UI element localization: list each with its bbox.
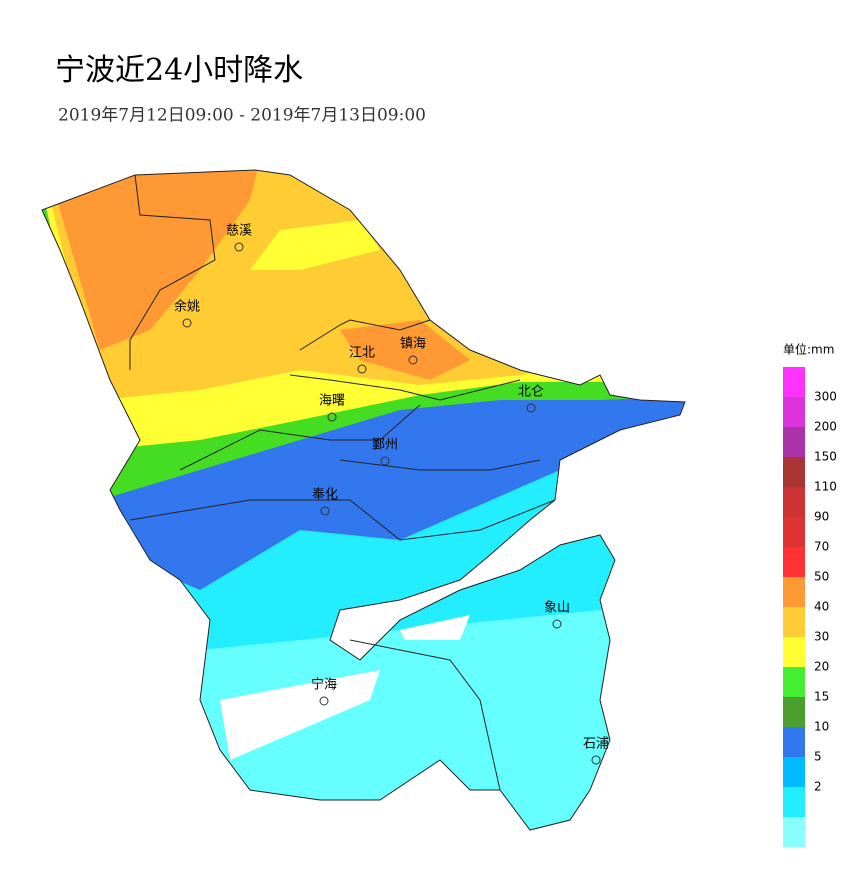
legend-swatch (783, 787, 805, 817)
legend-swatch (783, 637, 805, 667)
title: 宁波近24小时降水 (55, 53, 303, 88)
city-label: 奉化 (312, 488, 338, 503)
legend-swatch (783, 517, 805, 547)
legend-label: 200 (814, 420, 837, 434)
legend-swatch (783, 457, 805, 487)
city-marker (234, 242, 244, 252)
city-label: 鄞州 (372, 438, 398, 453)
city-marker (357, 364, 367, 374)
legend-label: 40 (814, 600, 829, 614)
legend-label: 90 (814, 510, 829, 524)
city-label: 象山 (544, 601, 570, 616)
city-label: 宁海 (311, 677, 337, 693)
legend-label: 150 (814, 450, 837, 464)
legend-label: 300 (814, 390, 837, 404)
city-label: 石浦 (583, 737, 609, 752)
legend-label: 70 (814, 540, 829, 554)
legend-swatch (783, 367, 805, 397)
city-label: 慈溪 (226, 224, 252, 239)
boundaries (41, 169, 686, 831)
legend-label: 15 (814, 690, 829, 704)
legend-swatch (783, 487, 805, 517)
legend-swatch (783, 727, 805, 757)
city-marker (526, 403, 536, 413)
city-label: 余姚 (174, 299, 200, 315)
city-marker (182, 318, 192, 328)
legend-swatch (783, 757, 805, 787)
city-label: 北仑 (518, 385, 544, 400)
legend-swatch (783, 817, 805, 847)
city-marker (380, 456, 390, 466)
legend-swatch (783, 607, 805, 637)
subtitle: 2019年7月12日09:00 - 2019年7月13日09:00 (58, 106, 426, 126)
city-marker (320, 506, 330, 516)
legend-label: 110 (814, 480, 837, 494)
legend-swatch (783, 427, 805, 457)
legend-label: 2 (814, 780, 822, 794)
legend-swatch (783, 397, 805, 427)
city-label: 江北 (349, 346, 375, 361)
city-marker (319, 696, 329, 706)
legend-swatch (783, 577, 805, 607)
rain-field (42, 170, 685, 830)
legend-label: 20 (814, 660, 829, 674)
city-marker (552, 619, 562, 629)
legend-label: 5 (814, 750, 822, 764)
city-marker (408, 355, 418, 365)
legend-swatch (783, 697, 805, 727)
city-marker (327, 412, 337, 422)
legend-label: 50 (814, 570, 829, 584)
city-marker (591, 755, 601, 765)
legend-swatch (783, 547, 805, 577)
legend-unit: 单位:mm (783, 342, 834, 357)
city-label: 海曙 (319, 394, 345, 409)
legend-swatch (783, 667, 805, 697)
legend-label: 30 (814, 630, 829, 644)
city-label: 镇海 (400, 337, 426, 352)
legend-label: 10 (814, 720, 829, 734)
